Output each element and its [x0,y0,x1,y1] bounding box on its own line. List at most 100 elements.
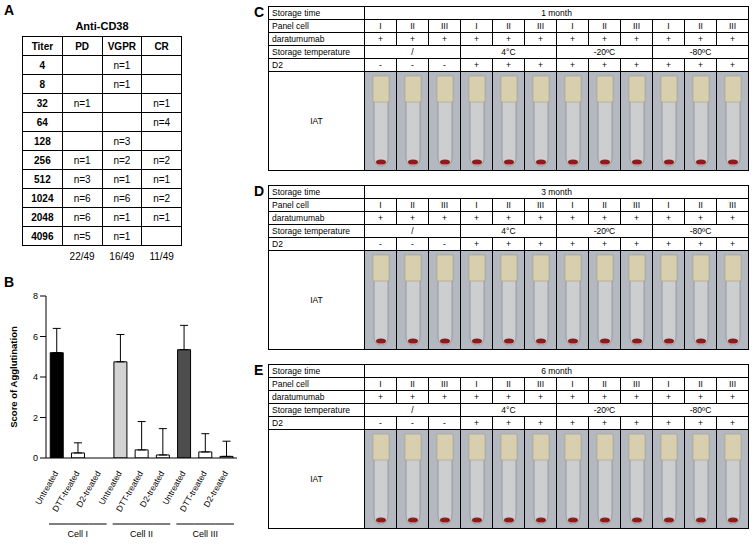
html-text:III: III [729,200,737,210]
svg-text:Untreated: Untreated [160,469,188,507]
html-text:1 month: 1 month [541,8,572,18]
html-text:3 month: 3 month [541,187,572,197]
html-text:4096: 4096 [31,230,54,242]
html-text:4°C: 4°C [501,226,516,236]
html-text:IAT: IAT [310,116,323,126]
html-text:D2: D2 [272,418,283,428]
html-text:Panel cell: Panel cell [272,379,309,389]
html-text:-20ºC: -20ºC [593,405,616,415]
svg-text:D2-treated: D2-treated [137,469,167,509]
html-text:Storage temperature: Storage temperature [272,226,350,236]
svg-text:DTT-treated: DTT-treated [113,469,146,514]
svg-text:Untreated: Untreated [33,469,61,507]
svg-text:Untreated: Untreated [96,469,124,507]
html-text:III: III [537,21,544,31]
html-text:n=2: n=2 [153,154,171,166]
html-text:n=2: n=2 [113,154,131,166]
html-text:128: 128 [34,135,51,147]
html-text:-80ºC: -80ºC [689,405,712,415]
html-text:n=3: n=3 [113,135,131,147]
html-text:A: A [4,2,15,18]
html-text:daratumumab: daratumumab [272,34,325,44]
svg-text:D2-treated: D2-treated [201,469,230,509]
svg-text:0: 0 [33,453,38,463]
svg-text:Score of Agglutination: Score of Agglutination [8,326,19,428]
html-text:n=5: n=5 [73,230,91,242]
svg-text:2: 2 [33,413,38,423]
html-text:n=1: n=1 [113,173,131,185]
html-text:n=4: n=4 [153,116,171,128]
html-text:III: III [633,21,640,31]
html-text:n=6: n=6 [73,211,91,223]
html-text:n=1: n=1 [153,211,171,223]
html-text:III: III [537,200,544,210]
html-text:Panel cell: Panel cell [272,21,309,31]
html-text:IAT: IAT [310,295,323,305]
html-text:256: 256 [34,154,51,166]
html-text:E: E [254,362,264,378]
html-text:1024: 1024 [31,192,54,204]
svg-text:6: 6 [33,332,38,342]
html-text:32: 32 [36,97,48,109]
html-text:n=2: n=2 [153,192,171,204]
html-text:-80ºC: -80ºC [689,47,712,57]
html-text:n=3: n=3 [73,173,91,185]
html-text:Anti-CD38: Anti-CD38 [75,20,129,32]
html-text:III: III [441,200,448,210]
html-text:III: III [729,379,737,389]
html-text:22/49: 22/49 [69,250,95,262]
html-text:Titer: Titer [31,40,54,52]
html-text:n=6: n=6 [73,192,91,204]
html-text:2048: 2048 [31,211,54,223]
html-text:CR: CR [154,40,169,52]
html-text:64: 64 [36,116,48,128]
html-text:4°C: 4°C [501,405,516,415]
html-text:IAT: IAT [310,474,323,484]
html-text:n=1: n=1 [153,173,171,185]
html-text:daratumumab: daratumumab [272,213,325,223]
html-text:11/49: 11/49 [149,250,174,262]
html-text:6 month: 6 month [541,366,572,376]
svg-text:Cell I: Cell I [68,529,89,539]
html-text:n=1: n=1 [113,230,131,242]
html-text:Storage temperature: Storage temperature [272,405,350,415]
html-text:III: III [729,21,737,31]
html-text:daratumumab: daratumumab [272,392,325,402]
svg-text:DTT-treated: DTT-treated [177,469,209,514]
html-text:4°C: 4°C [501,47,516,57]
html-text:Storage temperature: Storage temperature [272,47,350,57]
html-text:Storage time: Storage time [272,366,321,376]
html-text:16/49: 16/49 [109,250,135,262]
html-text:512: 512 [34,173,51,185]
html-text:D: D [254,183,265,199]
html-text:8: 8 [39,78,46,90]
html-text:PD: PD [75,40,90,52]
html-text:n=1: n=1 [113,78,131,90]
html-text:n=6: n=6 [113,192,131,204]
html-text:4: 4 [39,59,46,71]
html-text:n=1: n=1 [113,211,131,223]
html-text:C: C [254,4,265,20]
html-text:n=1: n=1 [73,154,91,166]
html-text:n=1: n=1 [113,59,131,71]
html-text:Storage time: Storage time [272,8,321,18]
svg-text:8: 8 [33,291,38,301]
html-text:III: III [441,21,448,31]
html-text:D2: D2 [272,239,283,249]
html-text:-20ºC: -20ºC [593,47,616,57]
html-text:D2: D2 [272,60,283,70]
html-text:Storage time: Storage time [272,187,321,197]
html-text:B: B [4,274,15,290]
html-text:VGPR: VGPR [107,40,136,52]
svg-text:Cell III: Cell III [192,529,218,539]
svg-text:4: 4 [33,372,38,382]
svg-text:DTT-treated: DTT-treated [50,469,82,514]
html-text:III: III [633,200,640,210]
html-text:n=1: n=1 [73,97,91,109]
svg-text:D2-treated: D2-treated [74,469,103,509]
html-text:Panel cell: Panel cell [272,200,309,210]
svg-text:Cell II: Cell II [130,529,153,539]
html-text:-20ºC: -20ºC [593,226,616,236]
html-text:n=1: n=1 [153,97,171,109]
html-text:-80ºC: -80ºC [689,226,712,236]
